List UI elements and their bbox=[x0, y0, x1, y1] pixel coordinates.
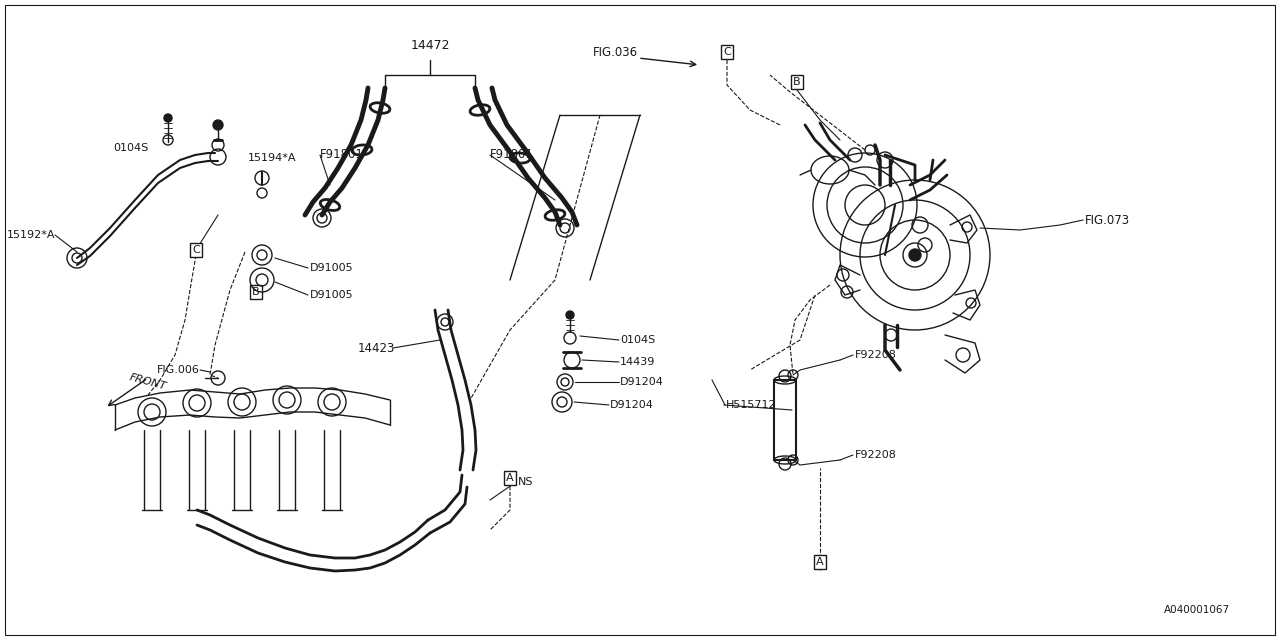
Text: FRONT: FRONT bbox=[128, 372, 168, 392]
Text: D91005: D91005 bbox=[310, 263, 353, 273]
Text: A: A bbox=[506, 473, 513, 483]
Text: F92208: F92208 bbox=[855, 450, 897, 460]
Circle shape bbox=[164, 114, 172, 122]
Text: FIG.073: FIG.073 bbox=[1085, 214, 1130, 227]
Bar bbox=[774, 380, 796, 460]
Text: F92208: F92208 bbox=[855, 350, 897, 360]
Text: A040001067: A040001067 bbox=[1164, 605, 1230, 615]
Text: 0104S: 0104S bbox=[113, 143, 148, 153]
Text: 14423: 14423 bbox=[357, 342, 396, 355]
Text: D91204: D91204 bbox=[620, 377, 664, 387]
Text: B: B bbox=[252, 287, 260, 297]
Text: A: A bbox=[817, 557, 824, 567]
Text: 15192*A: 15192*A bbox=[6, 230, 55, 240]
Circle shape bbox=[212, 120, 223, 130]
Circle shape bbox=[566, 311, 573, 319]
Text: B: B bbox=[794, 77, 801, 87]
Text: 0104S: 0104S bbox=[620, 335, 655, 345]
Text: 14472: 14472 bbox=[411, 39, 449, 52]
Text: 15194*A: 15194*A bbox=[248, 153, 297, 163]
Text: FIG.006: FIG.006 bbox=[157, 365, 200, 375]
Text: D91204: D91204 bbox=[611, 400, 654, 410]
Text: D91005: D91005 bbox=[310, 290, 353, 300]
Text: F91801: F91801 bbox=[490, 148, 534, 161]
Text: C: C bbox=[723, 47, 731, 57]
Text: 14439: 14439 bbox=[620, 357, 655, 367]
Text: H515712: H515712 bbox=[726, 400, 777, 410]
Text: FIG.036: FIG.036 bbox=[593, 45, 637, 58]
Text: F91801: F91801 bbox=[320, 148, 364, 161]
Text: NS: NS bbox=[518, 477, 534, 487]
Circle shape bbox=[909, 249, 922, 261]
Text: C: C bbox=[192, 245, 200, 255]
